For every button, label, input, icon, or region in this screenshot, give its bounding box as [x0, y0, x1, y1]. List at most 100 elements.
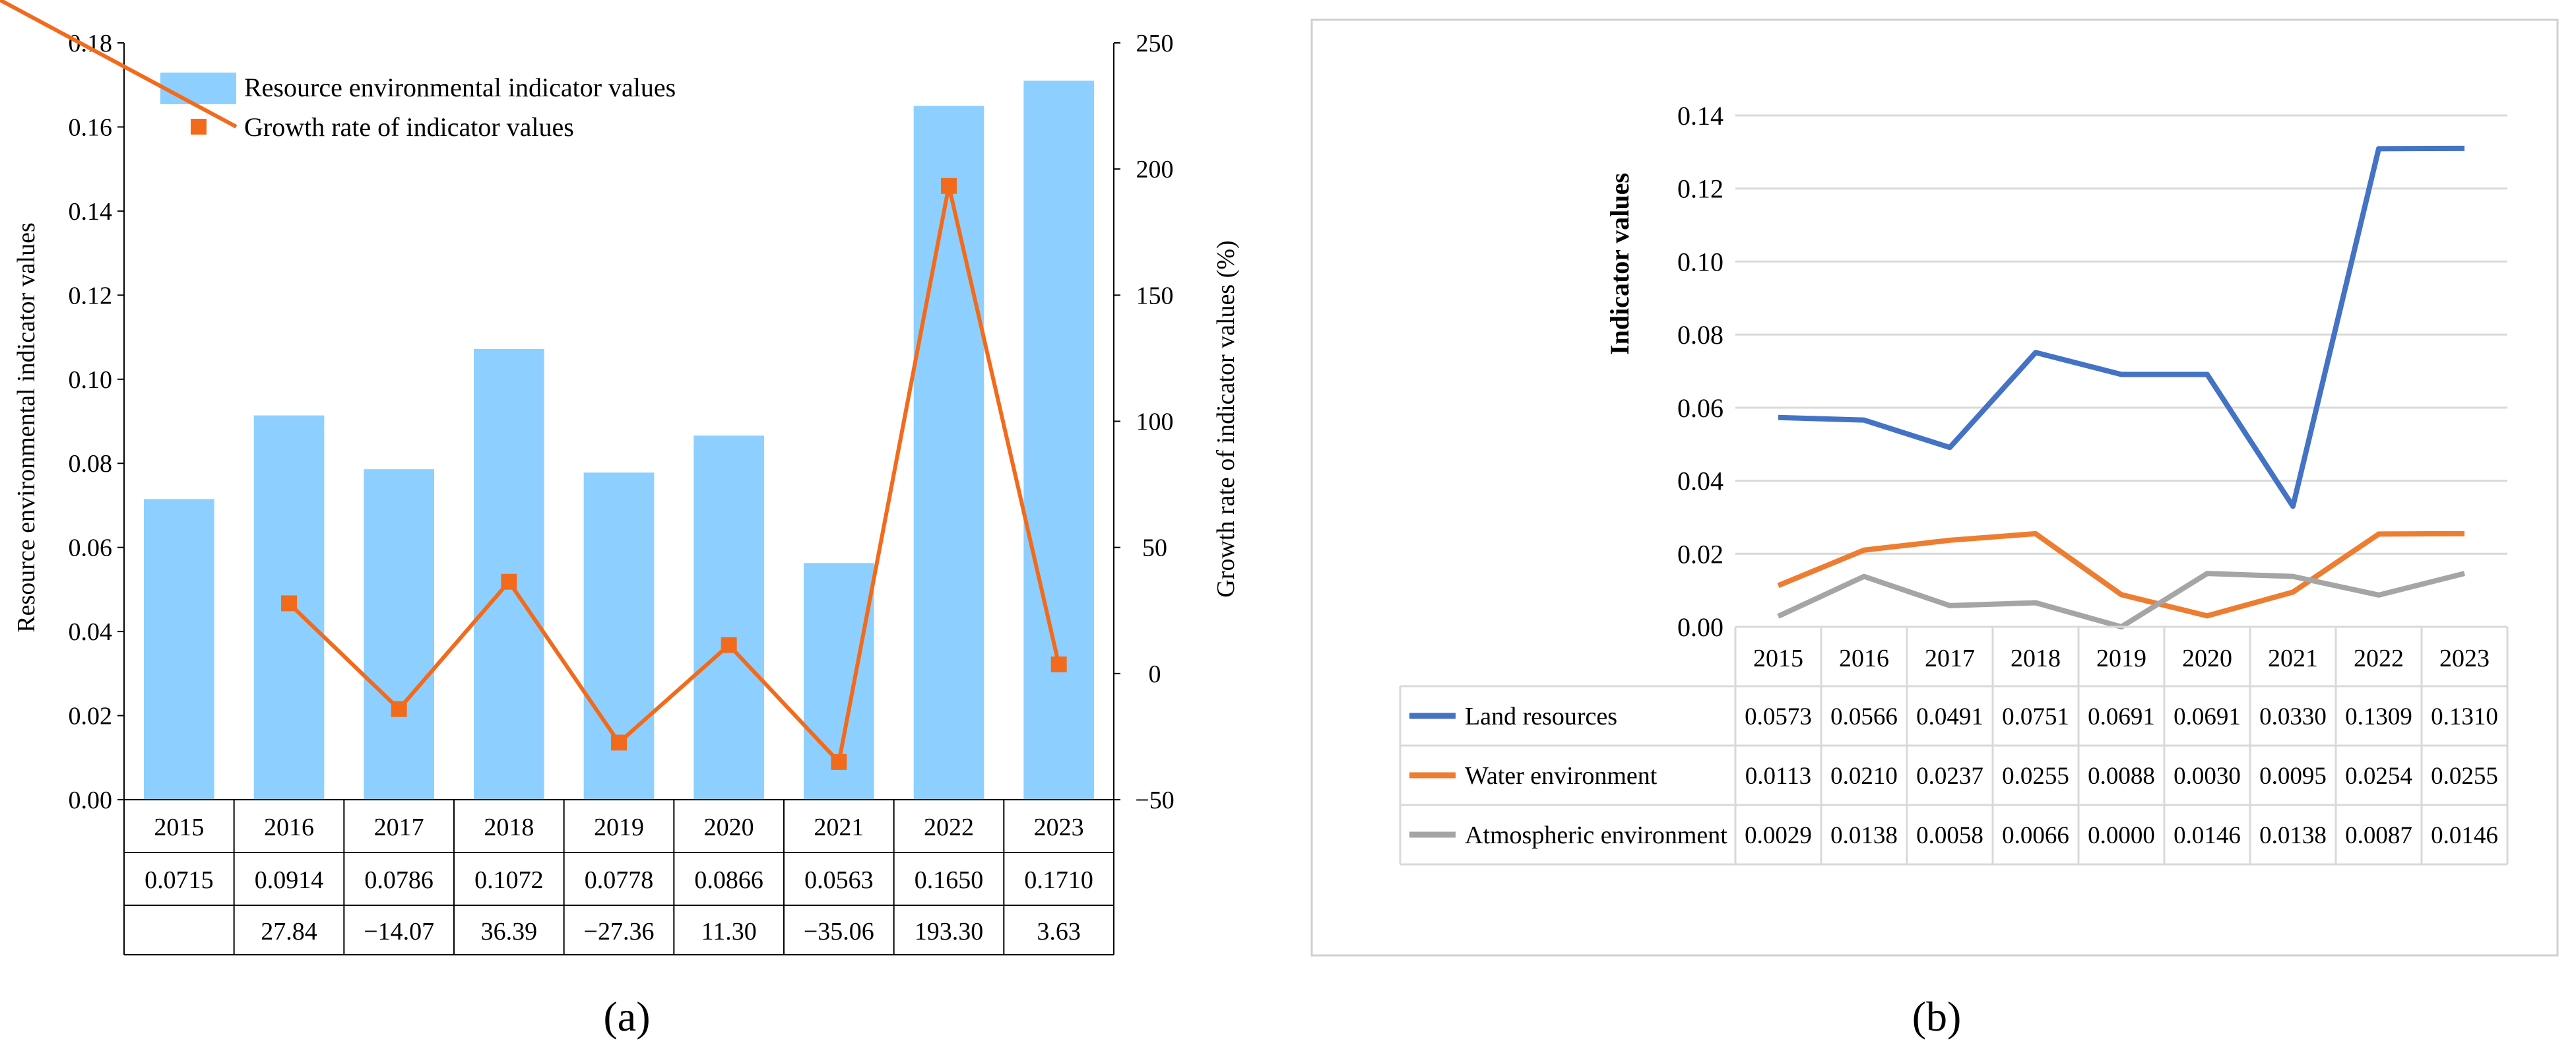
panel-b-value-label: 0.0691 [2174, 703, 2241, 730]
panel-b-value-label: 0.0573 [1745, 703, 1812, 730]
panel-b-value-label: 0.0210 [1830, 763, 1898, 790]
bar-2019 [583, 472, 655, 800]
legend-line-swatch [0, 0, 238, 129]
panel-b-y-tick-label: 0.00 [1677, 612, 1723, 642]
panel-b-value-label: 0.0237 [1916, 763, 1983, 790]
panel-a-y2-tick-label: 100 [1136, 408, 1174, 436]
panel-a-y2-tick-label: −50 [1135, 786, 1174, 814]
panel-b-y-axis-title: Indicator values [1605, 173, 1634, 355]
panel-b-value-label: 0.0138 [1830, 822, 1898, 849]
bar-2020 [693, 435, 764, 800]
panel-a-y-tick-label: 0.10 [69, 366, 113, 394]
panel-b-value-label: 0.0058 [1916, 822, 1983, 849]
panel-a-year-label: 2021 [814, 814, 864, 841]
growth-marker-2023 [1050, 656, 1067, 672]
panel-a-value-label: 0.0778 [585, 866, 654, 894]
panel-b-label: (b) [1912, 993, 1962, 1040]
panel-a-value-label: 0.0866 [694, 866, 763, 894]
bar-2017 [364, 469, 434, 800]
panel-a-growth-label: 27.84 [261, 918, 317, 946]
bar-2015 [144, 499, 214, 800]
panel-a-y2-tick-label: 150 [1136, 282, 1174, 309]
panel-a-y-tick-label: 0.08 [69, 450, 113, 478]
panel-a-y2-axis-title: Growth rate of indicator values (%) [1212, 240, 1240, 597]
legend-bar-swatch [160, 73, 236, 104]
panel-b-y-tick-label: 0.06 [1677, 393, 1723, 423]
panel-a-year-label: 2018 [484, 814, 534, 841]
panel-a-growth-label: −14.07 [364, 918, 434, 946]
panel-b-y-tick-label: 0.08 [1677, 320, 1723, 350]
panel-a-year-label: 2016 [264, 814, 314, 841]
panel-a-year-label: 2020 [704, 814, 754, 841]
panel-a-y-tick-label: 0.02 [69, 703, 113, 730]
panel-b-chart: 0.00 0.02 0.04 0.06 0.08 0.10 0.12 0.14 2015 201… [1310, 18, 2559, 1040]
panel-b-year-label: 2019 [2096, 645, 2146, 672]
panel-a-y-tick-label: 0.06 [69, 534, 113, 562]
panel-b-year-label: 2016 [1839, 645, 1889, 672]
panel-a-y-tick-label: 0.00 [69, 786, 113, 814]
panel-a-growth-label: −35.06 [804, 918, 874, 946]
panel-b-value-label: 0.1309 [2345, 703, 2412, 730]
panel-b-year-label: 2020 [2182, 645, 2232, 672]
panel-a-growth-label: 36.39 [481, 918, 538, 946]
panel-a-y2-tick-label: 250 [1136, 30, 1174, 57]
panel-b-legend-label: Atmospheric environment [1465, 821, 1727, 849]
panel-b-year-label: 2015 [1753, 645, 1803, 672]
panel-b-value-label: 0.0088 [2088, 763, 2155, 790]
panel-a-growth-label: 11.30 [701, 918, 757, 946]
panel-b-value-label: 0.0146 [2174, 822, 2241, 849]
panel-a-year-label: 2015 [154, 814, 204, 841]
growth-marker-2018 [501, 573, 517, 590]
panel-b-year-label: 2021 [2268, 645, 2318, 672]
panel-b-value-label: 0.0751 [2002, 703, 2069, 730]
growth-marker-2021 [831, 754, 847, 770]
panel-a-value-label: 0.0786 [364, 866, 434, 894]
panel-a-value-label: 0.1650 [915, 866, 984, 894]
panel-b-value-label: 0.0146 [2431, 822, 2498, 849]
panel-a-y-tick-label: 0.04 [69, 618, 113, 646]
panel-b-year-label: 2022 [2354, 645, 2404, 672]
panel-a-y-tick-label: 0.16 [69, 113, 113, 141]
panel-a-label: (a) [603, 993, 650, 1040]
panel-b-y-tick-label: 0.04 [1677, 466, 1723, 496]
panel-b-value-label: 0.0087 [2345, 822, 2412, 849]
panel-b-value-label: 0.0255 [2431, 763, 2498, 790]
panel-a-value-label: 0.0914 [255, 866, 324, 894]
panel-a-y-tick-label: 0.14 [69, 198, 113, 226]
growth-marker-2016 [281, 595, 297, 612]
panel-b-value-label: 0.0030 [2174, 763, 2241, 790]
panel-a-value-label: 0.1072 [474, 866, 544, 894]
panel-b-value-label: 0.0691 [2088, 703, 2155, 730]
panel-b-year-label: 2018 [2011, 645, 2061, 672]
bar-2023 [1023, 80, 1094, 800]
bar-2022 [913, 106, 984, 800]
panel-b-year-label: 2017 [1925, 645, 1975, 672]
panel-b-value-label: 0.0255 [2002, 763, 2069, 790]
panel-a-y-tick-label: 0.18 [69, 30, 113, 57]
panel-a-year-label: 2023 [1034, 814, 1084, 841]
panel-a-year-label: 2019 [594, 814, 644, 841]
panel-b-line-land [1778, 145, 2465, 509]
panel-a-year-label: 2017 [374, 814, 424, 841]
panel-a-year-label: 2022 [924, 814, 974, 841]
panel-a-legend: Resource environmental indicator values … [0, 0, 676, 142]
panel-b-year-label: 2023 [2439, 645, 2490, 672]
panel-a-y2-tick-label: 200 [1136, 156, 1174, 183]
growth-marker-2019 [611, 734, 627, 751]
panel-b-value-label: 0.0066 [2002, 822, 2069, 849]
panel-a-chart: 0.00 0.02 0.04 0.06 0.08 0.10 0.12 0.14 0.16 0.18… [0, 0, 1240, 1040]
panel-b-value-label: 0.0491 [1916, 703, 1983, 730]
panel-a-y2-tick-label: 0 [1149, 660, 1161, 688]
panel-a-growth-label: 3.63 [1037, 918, 1081, 946]
panel-b-value-label: 0.0113 [1745, 763, 1811, 790]
panel-b-value-label: 0.0138 [2259, 822, 2327, 849]
panel-a-value-label: 0.0715 [145, 866, 214, 894]
panel-b-y-tick-label: 0.12 [1677, 174, 1723, 204]
panel-b-value-label: 0.1310 [2431, 703, 2498, 730]
panel-b-value-label: 0.0029 [1745, 822, 1812, 849]
panel-b-line-water [1777, 530, 2465, 619]
panel-b-value-label: 0.0566 [1830, 703, 1898, 730]
panel-b-value-label: 0.0254 [2345, 763, 2412, 790]
panel-a-y-axis-title: Resource environmental indicator values [13, 222, 40, 633]
